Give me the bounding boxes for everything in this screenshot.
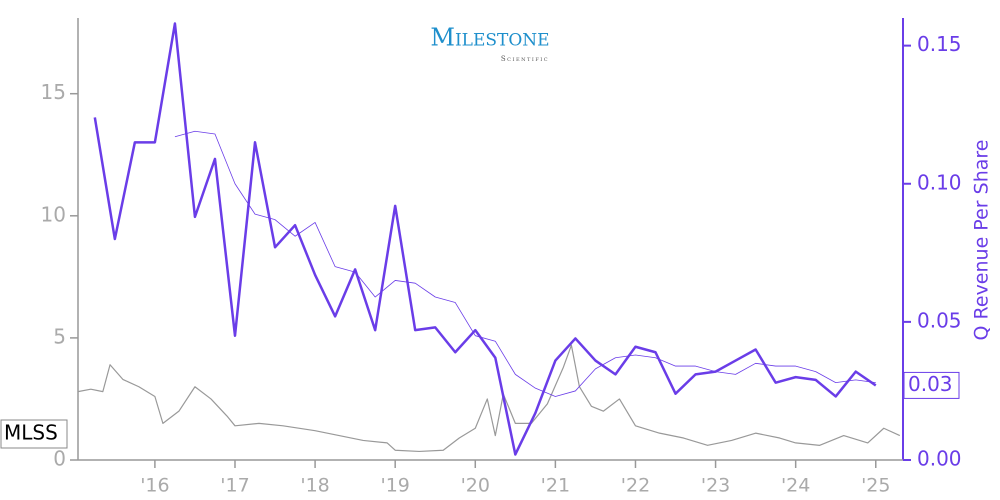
y2-tick-label: 0.00 xyxy=(917,447,962,471)
x-tick-label: '20 xyxy=(461,475,490,497)
x-tick-label: '25 xyxy=(861,475,890,497)
y-tick-label: 0 xyxy=(53,447,66,471)
x-tick-label: '24 xyxy=(781,475,810,497)
series-line xyxy=(174,130,876,397)
y-tick-label: 10 xyxy=(41,202,66,226)
last-value-label: 0.03 xyxy=(908,372,953,396)
x-tick-label: '21 xyxy=(541,475,570,497)
ticker-box xyxy=(0,419,68,449)
x-tick-label: '19 xyxy=(380,475,409,497)
logo-sub: Scientific xyxy=(501,55,549,63)
series-line xyxy=(77,344,901,453)
y2-axis-label: Q Revenue Per Share xyxy=(971,140,993,341)
ticker-label: MLSS xyxy=(4,421,58,445)
y2-tick-label: 0.10 xyxy=(917,170,962,194)
last-value-box xyxy=(903,371,960,399)
logo-name: Milestone xyxy=(430,24,549,52)
x-tick-label: '17 xyxy=(220,475,249,497)
x-tick-label: '23 xyxy=(701,475,730,497)
y-tick-label: 5 xyxy=(53,324,66,348)
y2-tick-label: 0.05 xyxy=(917,308,962,332)
x-tick-label: '18 xyxy=(300,475,329,497)
y-tick-label: 15 xyxy=(41,80,66,104)
y2-tick-label: 0.15 xyxy=(917,32,962,56)
x-tick-label: '22 xyxy=(621,475,650,497)
series-line xyxy=(93,22,877,456)
x-tick-label: '16 xyxy=(140,475,169,497)
